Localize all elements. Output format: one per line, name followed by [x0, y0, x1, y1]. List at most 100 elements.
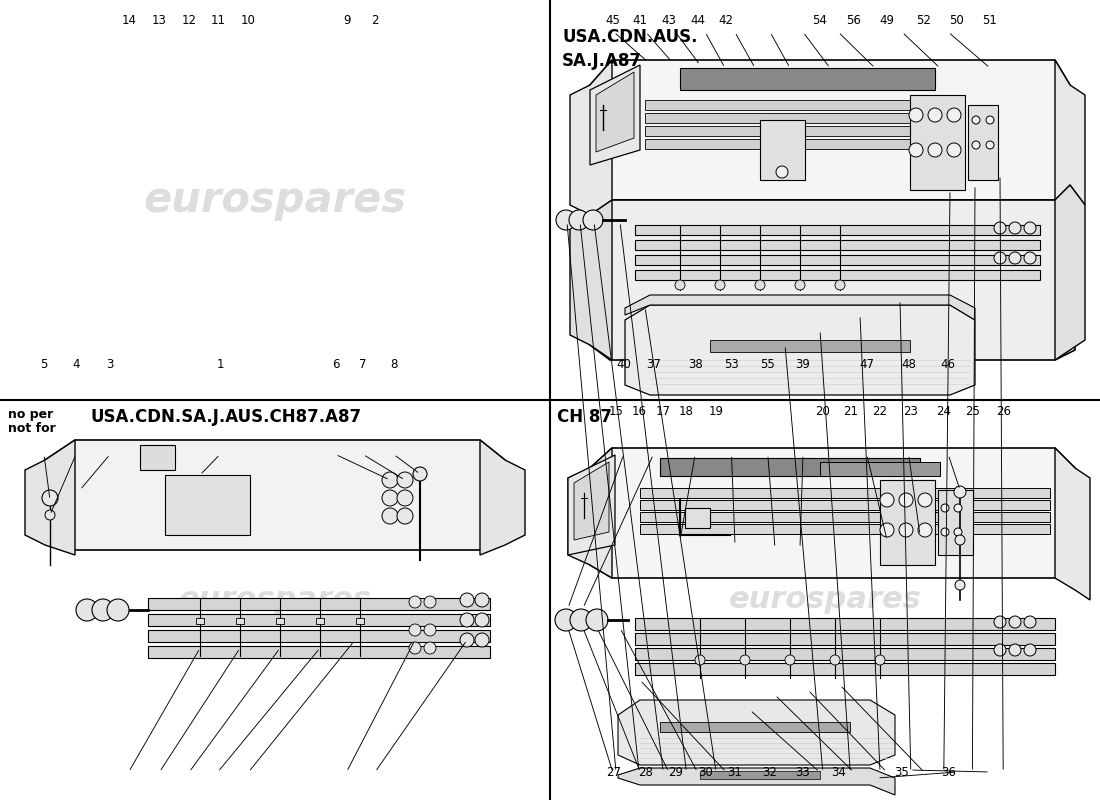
- Circle shape: [740, 655, 750, 665]
- Circle shape: [940, 504, 949, 512]
- Circle shape: [994, 616, 1006, 628]
- Circle shape: [899, 523, 913, 537]
- Circle shape: [785, 655, 795, 665]
- Circle shape: [412, 467, 427, 481]
- Circle shape: [556, 609, 578, 631]
- Circle shape: [1009, 222, 1021, 234]
- Circle shape: [994, 222, 1006, 234]
- Text: 21: 21: [843, 406, 858, 418]
- Text: eurospares: eurospares: [728, 186, 922, 214]
- Circle shape: [424, 624, 436, 636]
- Circle shape: [755, 280, 764, 290]
- Polygon shape: [640, 500, 1050, 510]
- Circle shape: [424, 642, 436, 654]
- Circle shape: [928, 143, 942, 157]
- Circle shape: [382, 508, 398, 524]
- Circle shape: [460, 593, 474, 607]
- Text: 55: 55: [760, 358, 775, 370]
- Polygon shape: [625, 295, 975, 320]
- Text: 37: 37: [646, 358, 661, 370]
- Circle shape: [556, 210, 576, 230]
- Circle shape: [947, 108, 961, 122]
- Text: eurospares: eurospares: [143, 179, 407, 221]
- Circle shape: [695, 655, 705, 665]
- Bar: [645, 100, 935, 110]
- Polygon shape: [148, 598, 490, 610]
- Circle shape: [583, 210, 603, 230]
- Polygon shape: [635, 225, 1040, 235]
- Text: 26: 26: [996, 406, 1011, 418]
- Bar: [645, 126, 935, 136]
- Text: 52: 52: [916, 14, 932, 27]
- Bar: [710, 340, 910, 352]
- Circle shape: [899, 493, 913, 507]
- Text: not for: not for: [8, 422, 56, 435]
- Text: 34: 34: [830, 766, 846, 778]
- Bar: [680, 68, 935, 90]
- Circle shape: [955, 580, 965, 590]
- Text: CH 87: CH 87: [557, 408, 612, 426]
- Circle shape: [874, 655, 886, 665]
- Polygon shape: [1055, 60, 1085, 205]
- Circle shape: [909, 143, 923, 157]
- Circle shape: [475, 593, 490, 607]
- Circle shape: [918, 493, 932, 507]
- Text: 41: 41: [632, 14, 648, 27]
- Polygon shape: [640, 488, 1050, 498]
- Bar: [880, 480, 935, 565]
- Polygon shape: [568, 455, 615, 555]
- Text: 10: 10: [241, 14, 256, 27]
- Text: 1: 1: [217, 358, 223, 370]
- Polygon shape: [45, 440, 505, 550]
- Circle shape: [776, 166, 788, 178]
- Polygon shape: [1055, 448, 1090, 600]
- Text: 31: 31: [727, 766, 742, 778]
- Polygon shape: [625, 305, 975, 395]
- Polygon shape: [635, 663, 1055, 675]
- Bar: [820, 462, 940, 476]
- Text: 32: 32: [762, 766, 778, 778]
- Polygon shape: [568, 448, 612, 578]
- Text: 47: 47: [859, 358, 874, 370]
- Circle shape: [586, 609, 608, 631]
- Bar: [660, 722, 850, 732]
- Text: 56: 56: [846, 14, 861, 27]
- Circle shape: [382, 472, 398, 488]
- Text: 24: 24: [936, 406, 952, 418]
- Circle shape: [1009, 644, 1021, 656]
- Polygon shape: [25, 440, 75, 555]
- Circle shape: [715, 280, 725, 290]
- Text: 51: 51: [982, 14, 998, 27]
- Text: 27: 27: [606, 766, 621, 778]
- Polygon shape: [635, 270, 1040, 280]
- Polygon shape: [148, 614, 490, 626]
- Polygon shape: [635, 240, 1040, 250]
- Text: USA.CDN.SA.J.AUS.CH87.A87: USA.CDN.SA.J.AUS.CH87.A87: [90, 408, 361, 426]
- Text: SA.J.A87: SA.J.A87: [562, 52, 642, 70]
- Circle shape: [972, 116, 980, 124]
- Text: 17: 17: [656, 406, 671, 418]
- Text: 44: 44: [690, 14, 705, 27]
- Bar: [645, 139, 935, 149]
- Circle shape: [409, 624, 421, 636]
- Polygon shape: [635, 255, 1040, 265]
- Circle shape: [409, 642, 421, 654]
- Circle shape: [409, 596, 421, 608]
- Circle shape: [940, 528, 949, 536]
- Circle shape: [918, 523, 932, 537]
- Bar: [685, 508, 710, 528]
- Bar: [645, 113, 935, 123]
- Circle shape: [835, 280, 845, 290]
- Circle shape: [954, 504, 962, 512]
- Circle shape: [972, 141, 980, 149]
- Circle shape: [92, 599, 114, 621]
- Text: 38: 38: [688, 358, 703, 370]
- Circle shape: [1024, 252, 1036, 264]
- Text: 23: 23: [903, 406, 918, 418]
- Text: 30: 30: [697, 766, 713, 778]
- Text: 12: 12: [182, 14, 197, 27]
- Text: 40: 40: [616, 358, 631, 370]
- Circle shape: [45, 510, 55, 520]
- Polygon shape: [148, 646, 490, 658]
- Text: 4: 4: [73, 358, 79, 370]
